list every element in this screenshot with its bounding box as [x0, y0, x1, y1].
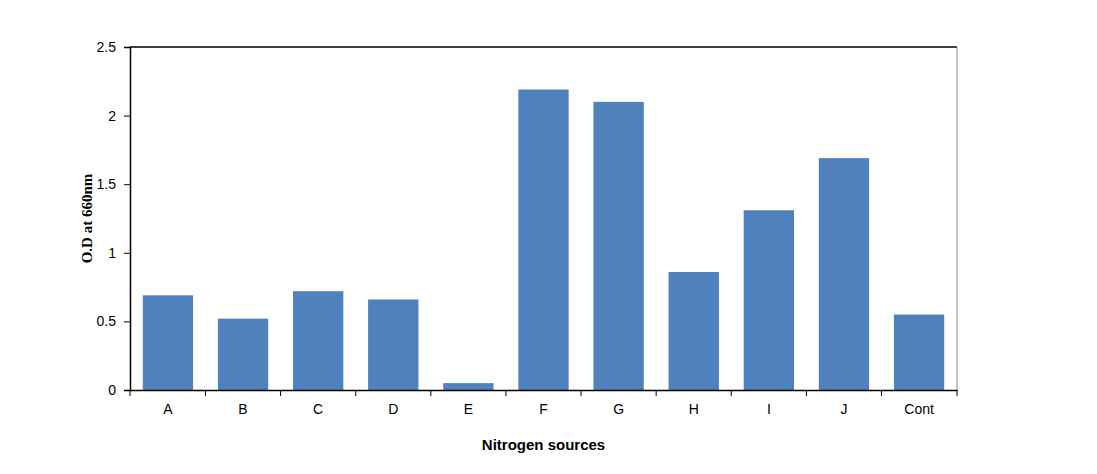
- bar: [218, 319, 268, 390]
- x-tick-label: I: [767, 401, 771, 417]
- x-tick-label: E: [464, 401, 473, 417]
- y-tick-label: 1: [108, 245, 116, 261]
- x-tick: D: [388, 390, 398, 417]
- chart: 0 0.5 1 1.5 2 2.5 A B C D E F G H I J Cont Nitrogen sourc…: [0, 0, 1097, 474]
- x-tick: J: [840, 390, 847, 417]
- y-tick-mark: [124, 116, 130, 117]
- bar: [894, 315, 944, 390]
- x-separator: [881, 390, 882, 396]
- bar: [669, 272, 719, 390]
- bar: [293, 291, 343, 390]
- frame-right: [957, 47, 958, 390]
- y-axis-title: O.D at 660nm: [79, 173, 95, 263]
- x-axis-title: Nitrogen sources: [482, 436, 605, 453]
- x-tick: A: [163, 390, 173, 417]
- bar: [744, 210, 794, 390]
- y-tick: 1: [108, 245, 130, 261]
- x-tick: E: [464, 390, 473, 417]
- x-tick-label: J: [840, 401, 847, 417]
- x-separators: [130, 390, 957, 396]
- x-separator: [430, 390, 431, 396]
- bar: [518, 90, 568, 390]
- x-tick: I: [767, 390, 771, 417]
- x-axis-line: [131, 390, 958, 392]
- y-tick-label: 2.5: [97, 39, 117, 55]
- x-tick: B: [238, 390, 247, 417]
- x-axis: A B C D E F G H I J Cont: [131, 390, 958, 417]
- y-tick-label: 0: [108, 382, 116, 398]
- y-tick-mark: [124, 253, 130, 254]
- y-tick: 2.5: [97, 39, 130, 55]
- bar: [143, 295, 193, 390]
- bar: [368, 299, 418, 390]
- x-tick-label: B: [238, 401, 247, 417]
- x-tick: F: [539, 390, 548, 417]
- x-tick: C: [313, 390, 323, 417]
- x-separator: [130, 390, 131, 396]
- x-separator: [806, 390, 807, 396]
- y-axis: 0 0.5 1 1.5 2 2.5: [97, 39, 131, 398]
- y-axis-line: [124, 48, 131, 391]
- y-tick: 0: [108, 382, 130, 398]
- y-tick-mark: [124, 390, 130, 391]
- y-tick: 1.5: [97, 176, 130, 192]
- x-separator: [731, 390, 732, 396]
- x-separator: [505, 390, 506, 396]
- x-tick: G: [613, 390, 624, 417]
- x-separator: [205, 390, 206, 396]
- y-tick: 2: [108, 108, 130, 124]
- frame-top: [130, 46, 957, 48]
- y-tick-label: 1.5: [97, 176, 117, 192]
- y-tick-label: 2: [108, 108, 116, 124]
- x-separator: [957, 390, 958, 396]
- x-tick: Cont: [904, 390, 934, 417]
- y-tick-mark: [124, 184, 130, 185]
- x-tick: H: [689, 390, 699, 417]
- x-tick-label: G: [613, 401, 624, 417]
- x-tick-label: D: [388, 401, 398, 417]
- bar: [593, 102, 643, 390]
- bar: [443, 383, 493, 390]
- x-separator: [355, 390, 356, 396]
- x-separator: [280, 390, 281, 396]
- x-separator: [581, 390, 582, 396]
- x-tick-label: Cont: [904, 401, 934, 417]
- plot: 0 0.5 1 1.5 2 2.5 A B C D E F G H I J Cont: [97, 39, 958, 417]
- y-tick-label: 0.5: [97, 313, 117, 329]
- y-tick-mark: [124, 321, 130, 322]
- x-separator: [656, 390, 657, 396]
- x-tick-label: C: [313, 401, 323, 417]
- y-tick: 0.5: [97, 313, 130, 329]
- x-tick-label: F: [539, 401, 548, 417]
- y-tick-mark: [124, 47, 130, 48]
- bar: [819, 158, 869, 390]
- x-tick-label: H: [689, 401, 699, 417]
- bars: [143, 90, 944, 390]
- x-tick-label: A: [163, 401, 173, 417]
